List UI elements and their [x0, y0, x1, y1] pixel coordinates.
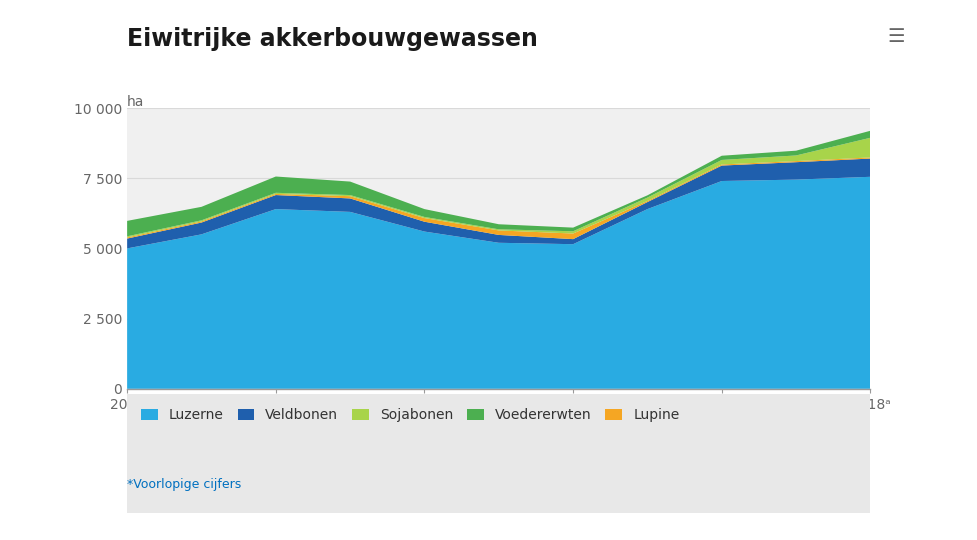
Text: *Voorlopige cijfers: *Voorlopige cijfers: [127, 478, 241, 491]
Text: Eiwitrijke akkerbouwgewassen: Eiwitrijke akkerbouwgewassen: [127, 27, 537, 51]
Text: ☰: ☰: [886, 27, 904, 46]
Text: ha: ha: [127, 94, 145, 109]
Legend: Luzerne, Veldbonen, Sojabonen, Voedererwten, Lupine: Luzerne, Veldbonen, Sojabonen, Voedererw…: [134, 401, 686, 429]
